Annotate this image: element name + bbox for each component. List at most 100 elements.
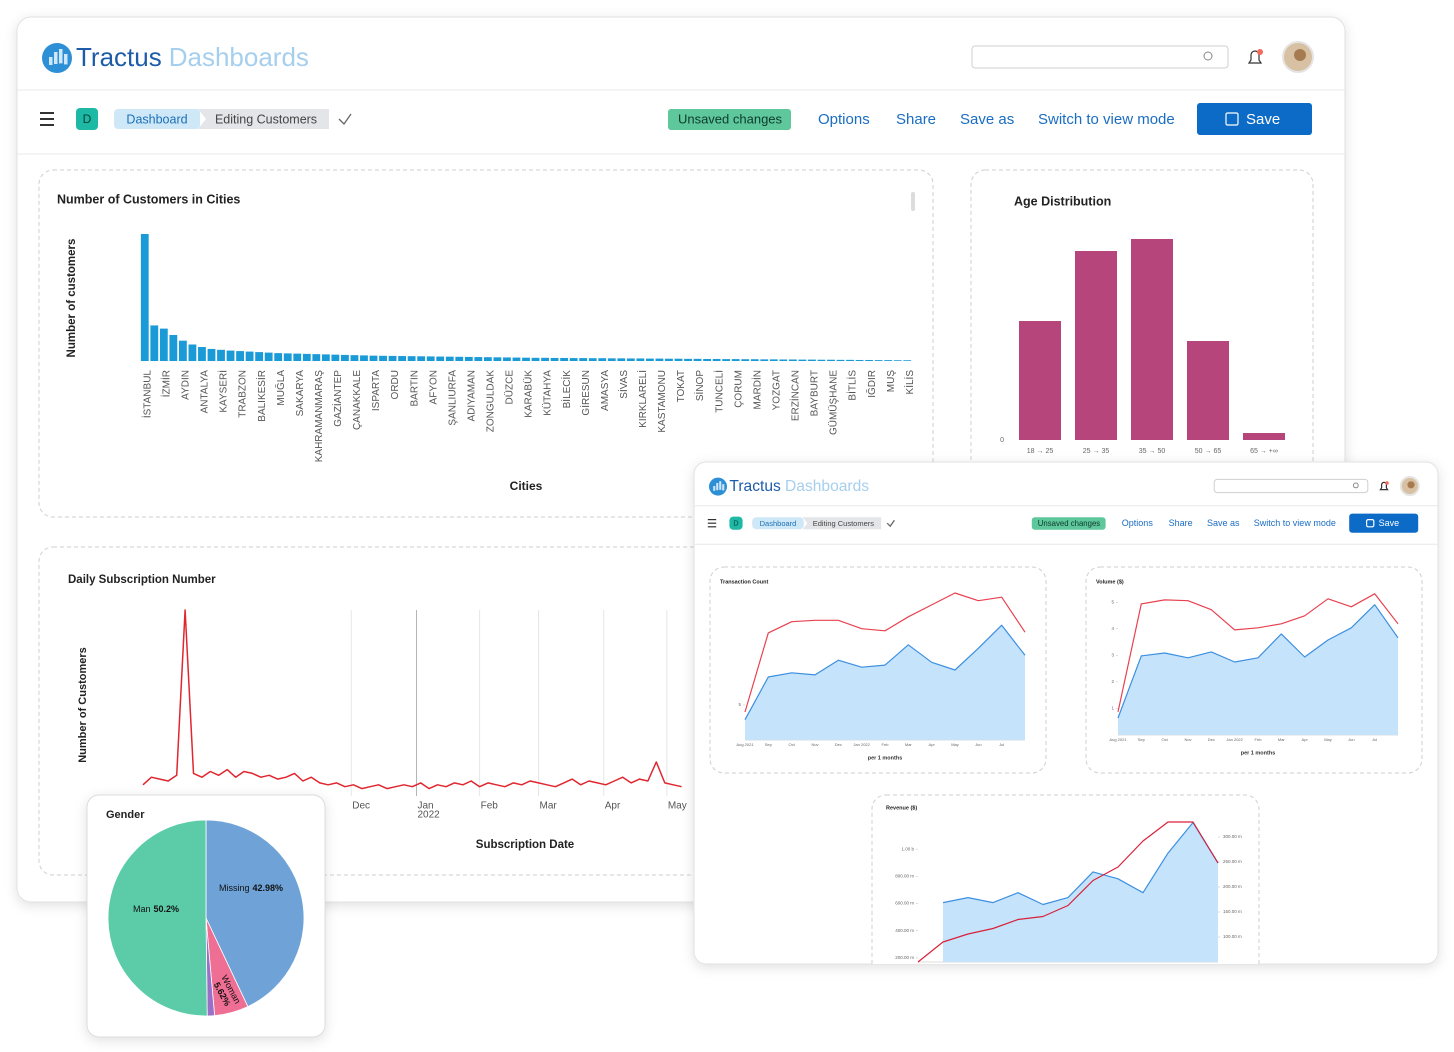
toolbar-action[interactable]: Share	[896, 111, 936, 128]
crumb-pill[interactable]	[114, 109, 200, 129]
x-tick-label: AMASYA	[600, 370, 611, 411]
save-button[interactable]	[1197, 103, 1312, 135]
badge-text: D	[733, 519, 738, 528]
line	[142, 609, 682, 790]
save-label[interactable]: Save	[1246, 111, 1280, 128]
toolbar-action[interactable]: Save as	[960, 111, 1014, 128]
x-tick-label: SİVAS	[617, 370, 630, 399]
x-tick-label: 50 → 65	[1195, 448, 1222, 455]
y-tick-label: 1.00 b	[901, 846, 914, 851]
bar	[760, 359, 769, 361]
line	[744, 592, 1026, 713]
bar	[750, 359, 759, 361]
x-tick-label: Jan 2022	[1226, 737, 1243, 742]
chart-title: Transaction Count	[720, 579, 768, 585]
bar	[836, 359, 845, 361]
x-tick-label: SAKARYA	[295, 370, 306, 417]
bar	[798, 359, 807, 361]
y2-tick-label: 100.00 m	[1223, 934, 1242, 939]
x-tick-label: 35 → 50	[1139, 448, 1166, 455]
bar	[703, 358, 711, 361]
bar	[531, 357, 540, 361]
bar	[341, 354, 349, 361]
crumb-pill	[802, 517, 882, 530]
bar	[207, 348, 216, 361]
y-tick-label: 800.00 m	[895, 874, 914, 879]
x-tick-label: Feb	[1255, 737, 1263, 742]
toolbar-action[interactable]: Switch to view mode	[1038, 111, 1175, 128]
bar	[693, 358, 702, 361]
check-icon[interactable]	[338, 113, 352, 126]
crumb[interactable]: Dashboard	[126, 112, 187, 126]
bell-icon[interactable]	[1247, 50, 1263, 64]
bar	[188, 344, 197, 361]
toolbar-action[interactable]: Options	[1122, 518, 1154, 528]
scrollbar	[911, 192, 915, 211]
logo-bar	[54, 52, 58, 64]
chart-title: Number of Customers in Cities	[57, 192, 240, 206]
bell-icon[interactable]	[1379, 481, 1389, 491]
chart-title: Revenue ($)	[886, 805, 917, 811]
toolbar-action[interactable]: Switch to view mode	[1254, 518, 1336, 528]
bar	[903, 360, 912, 361]
chart-title: Daily Subscription Number	[68, 574, 216, 586]
bar	[598, 358, 607, 361]
bar	[140, 234, 149, 361]
x-tick-label: BİLECİK	[560, 370, 573, 409]
y-tick-label: 3	[1111, 653, 1114, 658]
y-tick-label: 600.00 m	[895, 901, 914, 906]
product-name: Dashboards	[785, 478, 869, 495]
bar	[560, 357, 569, 361]
bar	[512, 357, 521, 361]
crumb-pill[interactable]	[752, 517, 804, 530]
bar	[855, 359, 864, 361]
save-button[interactable]	[1349, 513, 1419, 533]
bar	[283, 353, 292, 361]
bell-dot	[1385, 481, 1389, 485]
bar	[674, 358, 683, 361]
slice-name: Missing	[219, 883, 250, 893]
status-pill	[1031, 517, 1106, 530]
x-tick-label: Jul	[999, 742, 1004, 747]
search-icon	[1203, 51, 1213, 61]
search-box[interactable]	[971, 45, 1229, 69]
x-tick-label: KİLİS	[903, 370, 916, 395]
bar	[398, 356, 407, 361]
bar	[865, 359, 874, 361]
save-icon	[1225, 112, 1239, 126]
product-name: Dashboards	[169, 42, 309, 72]
bar	[712, 358, 721, 361]
bar	[636, 358, 645, 361]
line	[744, 624, 1026, 720]
slice-label: Missing 42.98%	[219, 883, 283, 893]
x-tick-label: GÜMÜŞHANE	[828, 370, 840, 435]
bar	[1187, 341, 1229, 440]
x-tick-label: Jun	[975, 742, 981, 747]
x-tick-label: ADIYAMAN	[466, 370, 477, 422]
bar	[569, 358, 578, 361]
bar	[407, 356, 416, 361]
logo-bar	[713, 486, 716, 491]
toolbar-action[interactable]: Options	[818, 111, 870, 128]
logo-bar	[59, 49, 63, 64]
x-tick-label: Nov	[811, 742, 818, 747]
save-icon	[1365, 518, 1375, 528]
toolbar-action[interactable]: Share	[1169, 518, 1193, 528]
check-icon[interactable]	[886, 519, 895, 528]
search-box[interactable]	[1213, 478, 1369, 494]
bar	[893, 360, 902, 361]
x-tick-label: ERZİNCAN	[789, 370, 802, 421]
bar	[255, 352, 264, 361]
x-tick-label: GİRESUN	[579, 370, 592, 416]
y-tick-label: 5	[738, 702, 741, 707]
x-tick-label: Mar	[1278, 737, 1286, 742]
crumb[interactable]: Dashboard	[760, 519, 797, 528]
x-tick-label: ÇANAKKALE	[352, 370, 363, 430]
line	[942, 821, 1219, 906]
x-tick-label: KIRKLARELİ	[636, 370, 649, 428]
x-tick-label: Apr	[929, 742, 936, 747]
toolbar-action[interactable]: Save as	[1207, 518, 1240, 528]
x-tick-sublabel: 2022	[418, 810, 441, 821]
x-tick-label: AFYON	[428, 370, 439, 404]
save-label[interactable]: Save	[1379, 518, 1400, 528]
